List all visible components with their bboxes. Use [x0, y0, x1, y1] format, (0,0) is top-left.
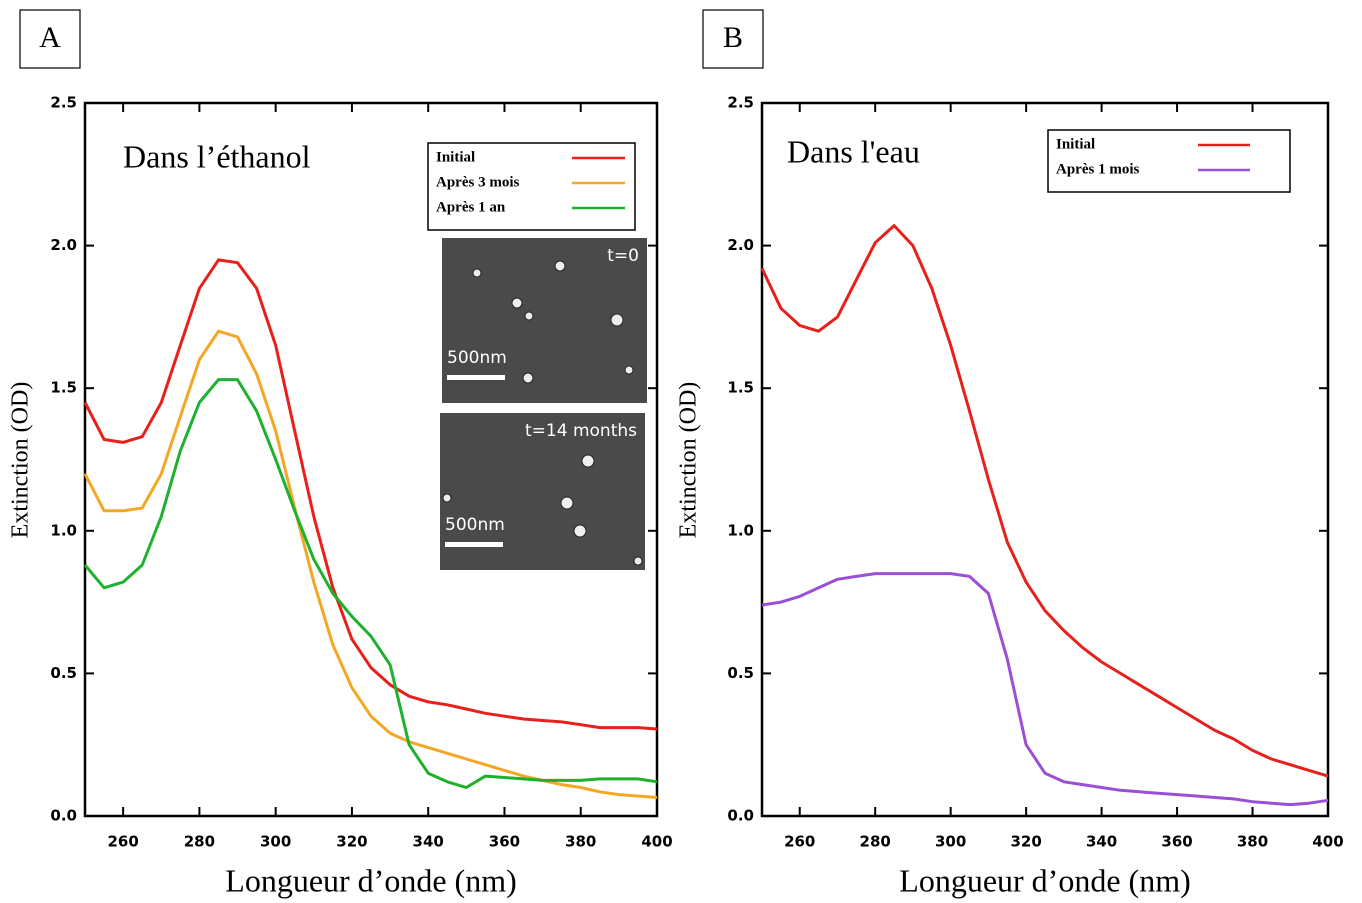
- x-tick-label: 380: [1237, 833, 1268, 851]
- y-tick-label: 0.0: [727, 807, 754, 825]
- particle: [610, 313, 624, 327]
- panel-label: B: [723, 21, 743, 54]
- y-tick-label: 1.0: [50, 521, 77, 539]
- scale-bar-label: 500nm: [445, 515, 505, 535]
- y-tick-label: 2.5: [727, 94, 754, 112]
- particle: [581, 454, 595, 468]
- series-line: [760, 224, 1329, 778]
- legend-label: Après 1 an: [436, 199, 506, 215]
- scale-bar: [445, 542, 503, 547]
- panel-label: A: [39, 21, 61, 54]
- x-tick-label: 380: [565, 833, 596, 851]
- legend-box: [1047, 129, 1291, 193]
- x-tick-label: 300: [935, 833, 966, 851]
- y-tick-label: 0.0: [50, 807, 77, 825]
- plot-frame: [760, 101, 1330, 818]
- legend-label: Initial: [1056, 136, 1095, 152]
- y-tick-label: 0.5: [727, 664, 754, 682]
- x-tick-label: 260: [107, 833, 138, 851]
- x-tick-label: 300: [260, 833, 291, 851]
- inset-label: t=0: [607, 246, 639, 266]
- particle: [511, 297, 523, 309]
- series-line: [83, 378, 658, 789]
- particle: [442, 493, 452, 503]
- scale-bar: [447, 375, 505, 380]
- particle: [554, 260, 566, 272]
- x-tick-label: 360: [1161, 833, 1192, 851]
- x-tick-label: 400: [641, 833, 672, 851]
- x-axis-title: Longueur d’onde (nm): [225, 862, 516, 898]
- x-tick-label: 360: [489, 833, 520, 851]
- y-axis-title: Extinction (OD): [8, 382, 34, 539]
- x-tick-label: 340: [413, 833, 444, 851]
- x-tick-label: 280: [184, 833, 215, 851]
- legend-label: Après 1 mois: [1056, 161, 1139, 177]
- x-tick-label: 340: [1086, 833, 1117, 851]
- annotation: Dans l’éthanol: [123, 138, 311, 174]
- panel-box: [702, 9, 764, 69]
- particle: [573, 524, 587, 538]
- x-tick-label: 260: [784, 833, 815, 851]
- x-axis-title: Longueur d’onde (nm): [899, 862, 1190, 898]
- scale-bar-label: 500nm: [447, 348, 507, 368]
- legend-label: Après 3 mois: [436, 174, 519, 190]
- y-tick-label: 2.0: [50, 236, 77, 254]
- annotation: Dans l'eau: [787, 133, 920, 169]
- series-line: [83, 258, 658, 731]
- y-tick-label: 1.5: [50, 379, 77, 397]
- x-tick-label: 320: [1010, 833, 1041, 851]
- y-tick-label: 1.0: [727, 521, 754, 539]
- plot-frame: [83, 101, 659, 818]
- x-tick-label: 280: [860, 833, 891, 851]
- particle: [524, 311, 534, 321]
- x-tick-label: 400: [1312, 833, 1343, 851]
- y-tick-label: 2.5: [50, 94, 77, 112]
- particle: [472, 268, 482, 278]
- particle: [522, 372, 534, 384]
- particle: [560, 496, 574, 510]
- y-tick-label: 2.0: [727, 236, 754, 254]
- y-tick-label: 0.5: [50, 664, 77, 682]
- series-line: [83, 329, 658, 799]
- inset-label: t=14 months: [525, 421, 637, 441]
- y-tick-label: 1.5: [727, 379, 754, 397]
- panel-box: [19, 9, 81, 69]
- particle: [633, 556, 643, 566]
- y-axis-title: Extinction (OD): [676, 382, 702, 539]
- series-line: [761, 572, 1329, 807]
- particle: [624, 365, 634, 375]
- legend-label: Initial: [436, 149, 475, 165]
- x-tick-label: 320: [336, 833, 367, 851]
